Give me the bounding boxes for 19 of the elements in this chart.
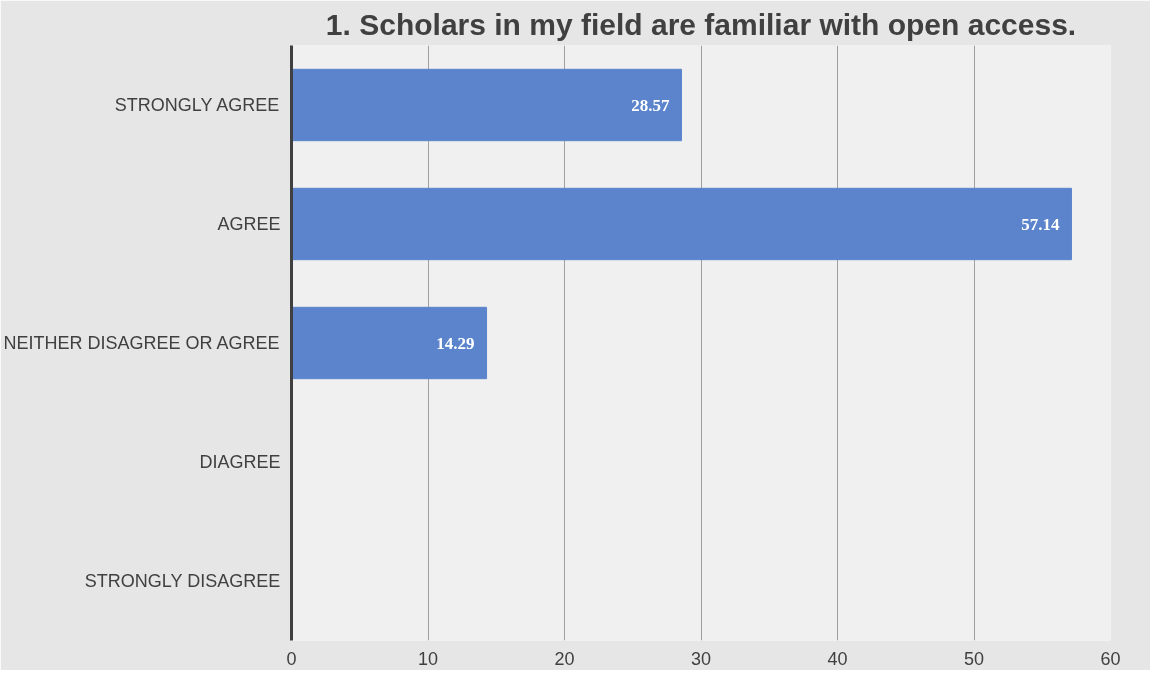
- data-label: 28.57: [631, 95, 670, 115]
- data-label: 57.14: [1021, 214, 1060, 234]
- x-tick-label: 50: [963, 648, 985, 669]
- bar: [291, 68, 682, 142]
- y-tick-label: DIAGREE: [199, 452, 281, 472]
- y-tick-label: AGREE: [217, 214, 281, 234]
- chart-title: 1. Scholars in my field are familiar with open access.: [325, 7, 1077, 41]
- x-tick-label: 30: [690, 648, 712, 669]
- x-tick-label: 40: [827, 648, 848, 669]
- x-tick-label: 20: [554, 648, 575, 669]
- y-tick-label: STRONGLY DISAGREE: [84, 571, 281, 591]
- x-tick-label: 0: [286, 648, 297, 669]
- y-tick-label: NEITHER DISAGREE OR AGREE: [3, 333, 280, 353]
- x-tick-label: 10: [417, 648, 439, 669]
- bar: [291, 306, 488, 380]
- x-tick-label: 60: [1100, 648, 1121, 669]
- bar: [291, 187, 1072, 261]
- data-label: 14.29: [436, 333, 475, 353]
- y-tick-label: STRONGLY AGREE: [114, 95, 280, 115]
